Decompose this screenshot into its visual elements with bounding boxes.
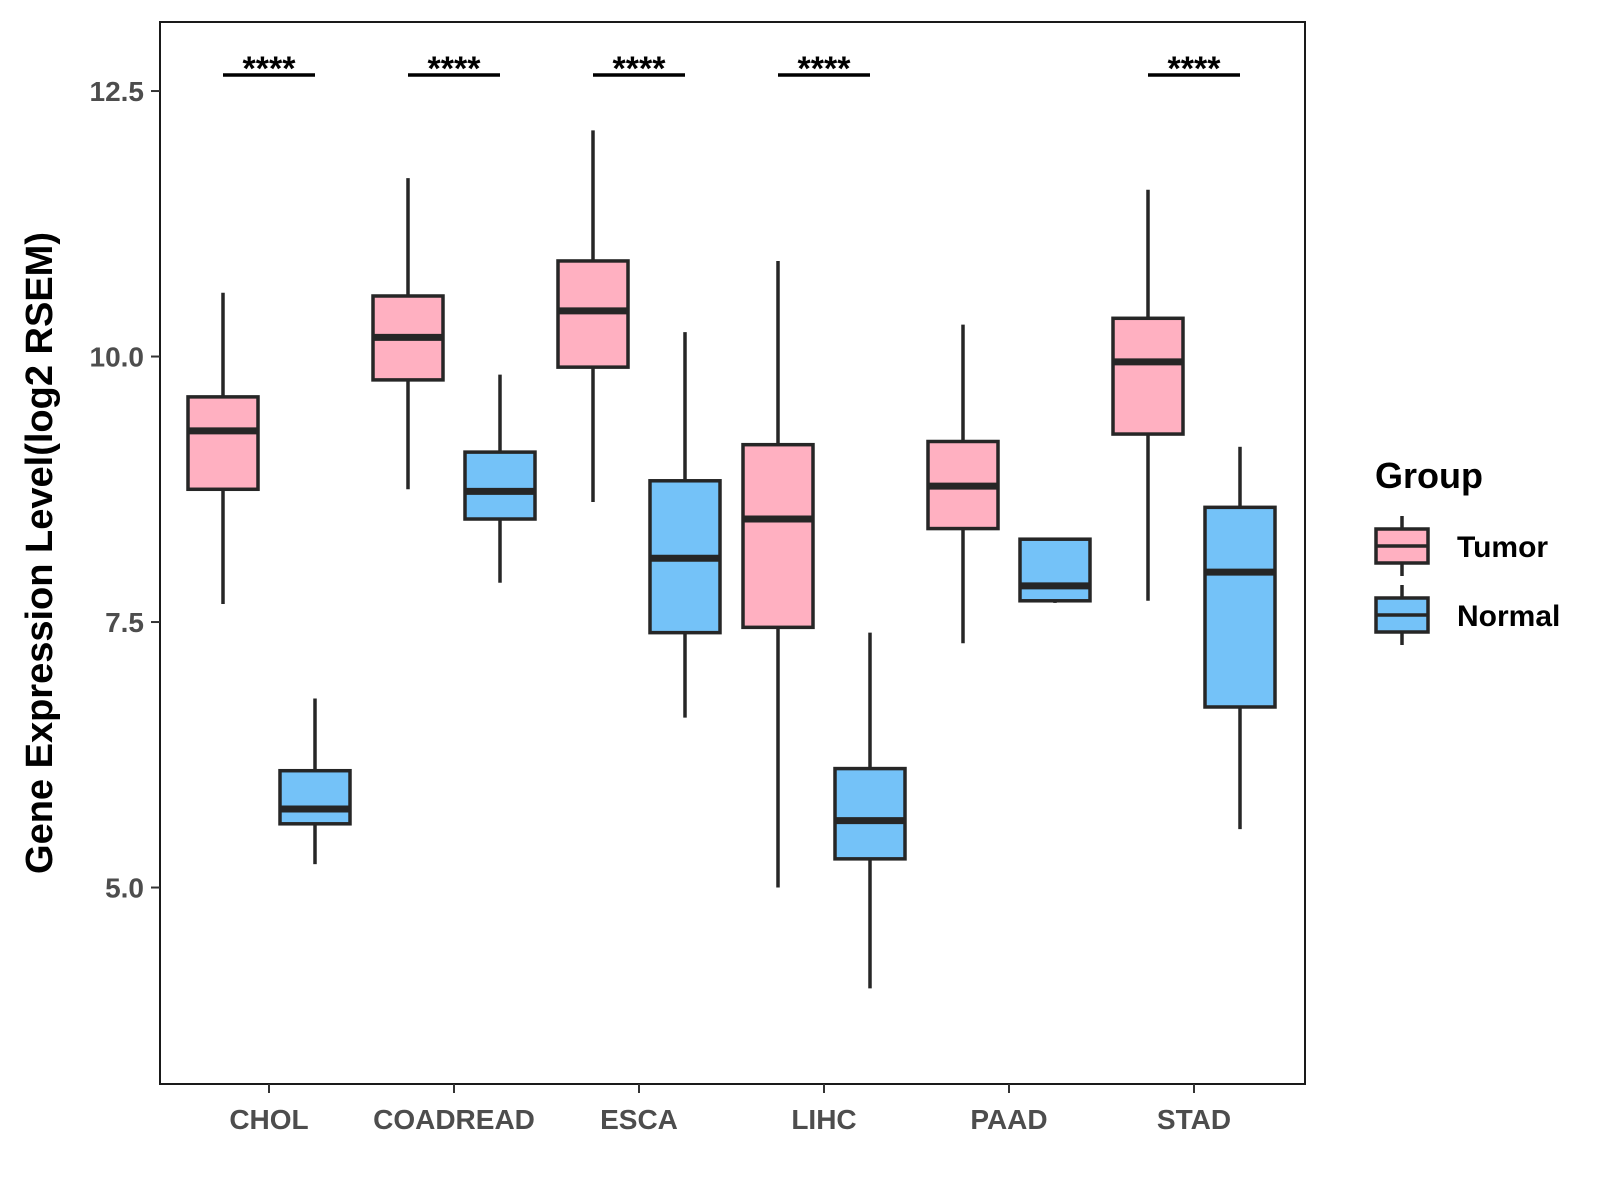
plot-panel (159, 21, 1306, 1085)
y-axis: 5.0 7.5 10.0 12.5 (90, 76, 160, 904)
legend-key-normal (1374, 585, 1430, 645)
y-tick-label: 5.0 (105, 873, 144, 904)
box-tumor-chol (186, 292, 260, 604)
box-iqr (463, 450, 537, 521)
series-normal (278, 332, 1277, 989)
legend: Group Tumor Normal (1374, 455, 1560, 645)
box-tumor-coadread (371, 178, 445, 490)
box-tumor-lihc (741, 260, 815, 888)
x-tick-label: STAD (1157, 1104, 1231, 1135)
significance-label: **** (1168, 50, 1222, 88)
box-tumor-esca (556, 130, 630, 503)
significance-annotations: **** **** **** **** **** (223, 50, 1240, 88)
box-normal-chol (278, 698, 352, 865)
legend-label-tumor: Tumor (1457, 531, 1548, 564)
x-tick-label: COADREAD (373, 1104, 535, 1135)
box-normal-lihc (833, 632, 907, 989)
significance-label: **** (243, 50, 297, 88)
box-tumor-stad (1111, 189, 1185, 601)
box-normal-coadread (463, 374, 537, 583)
x-tick-label: CHOL (229, 1104, 308, 1135)
box-iqr (1018, 537, 1092, 603)
box-normal-paad (1018, 537, 1092, 603)
box-normal-stad (1203, 446, 1277, 830)
box-iqr (278, 768, 352, 826)
box-normal-esca (648, 332, 722, 718)
y-axis-label: Gene Expression Level(log2 RSEM) (19, 232, 61, 874)
x-tick-label: PAAD (970, 1104, 1047, 1135)
box-iqr (1111, 316, 1185, 436)
significance-label: **** (428, 50, 482, 88)
box-iqr (741, 442, 815, 630)
y-tick-label: 7.5 (105, 607, 144, 638)
legend-label-normal: Normal (1457, 600, 1560, 633)
legend-title: Group (1375, 455, 1483, 496)
x-tick-label: ESCA (600, 1104, 678, 1135)
box-iqr (833, 766, 907, 861)
box-tumor-paad (926, 324, 1000, 644)
series-tumor (186, 130, 1185, 888)
legend-key-tumor (1374, 516, 1430, 576)
y-tick-label: 12.5 (90, 76, 145, 107)
box-iqr (186, 395, 260, 492)
x-axis: CHOL COADREAD ESCA LIHC PAAD STAD (229, 1084, 1231, 1135)
y-tick-label: 10.0 (90, 342, 145, 373)
box-series (186, 130, 1277, 989)
significance-label: **** (798, 50, 852, 88)
box-iqr (1203, 505, 1277, 709)
x-tick-label: LIHC (791, 1104, 856, 1135)
significance-label: **** (613, 50, 667, 88)
